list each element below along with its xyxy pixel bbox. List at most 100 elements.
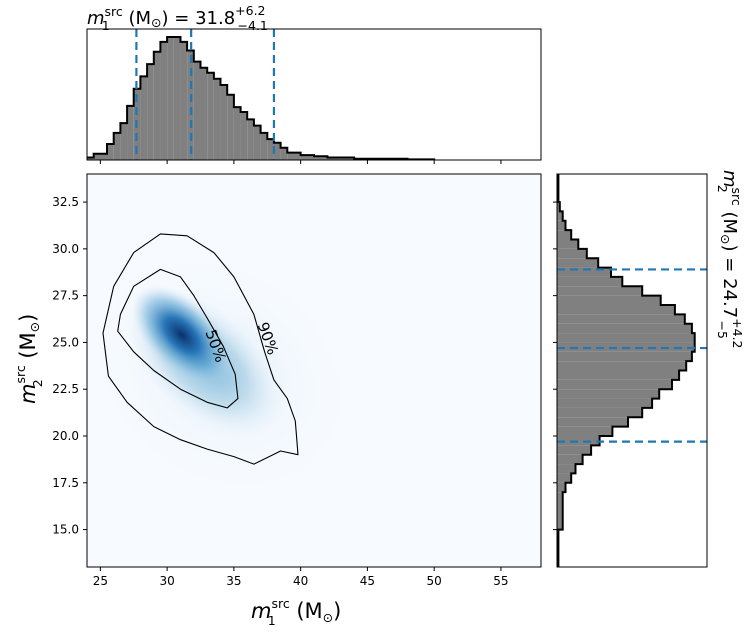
density-core [131,284,232,385]
marginal-x-quantile-lines [135,29,276,160]
marginal-y-bar [557,473,572,483]
marginal-y-bar [557,314,685,324]
x-tick-label: 50 [427,574,442,588]
marginal-x-bar [187,50,194,160]
y-tick-label: 20.0 [52,429,79,443]
joint-panel: 50% 90% 25 30 35 40 45 50 55 15.017.520.022.525… [52,173,542,588]
x-tick-label: 30 [159,574,174,588]
y-tick-label: 22.5 [52,382,79,396]
marginal-y-bar [557,417,628,427]
y-tick-label: 17.5 [52,476,79,490]
marginal-y-bar [557,305,675,315]
marginal-y-bar [557,379,673,390]
marginal-y-outline [557,174,696,567]
marginal-y-bar [557,202,560,212]
marginal-x-bar [207,72,214,160]
marginal-y-bar [557,370,680,380]
marginal-y-bar [557,464,576,474]
marginal-y-title: msrc2 (M⊙) = 24.7+4.2−5 [715,170,745,349]
marginal-x-outline [87,36,436,160]
contour-90pct [102,233,299,465]
contour-50pct [117,268,239,409]
marginal-y-bar [557,248,587,259]
marginal-y-bar [557,286,643,296]
marginal-y-bar [557,426,613,436]
marginal-x-bar [173,37,181,160]
y-tick-label: 25.0 [52,335,79,349]
marginal-x-bar [127,105,134,160]
marginal-x-frame [86,28,542,161]
marginal-y-bar [557,492,563,530]
marginal-y-bar [557,454,583,465]
marginal-x-bar [287,152,301,160]
joint-y-ticks: 15.0 17.5 20.0 22.5 25.0 27.5 30.0 32.5 [52,195,87,537]
marginal-x-bar [167,37,174,160]
y-tick-label: 27.5 [52,289,79,303]
marginal-x-bar [193,61,201,160]
density-heatmap [87,243,362,505]
x-tick-label: 45 [360,574,375,588]
marginal-y-bar [557,398,653,408]
marginal-x-bar [233,107,241,160]
marginal-x-bar [67,159,80,160]
marginal-x-bar [220,84,228,160]
marginal-x-bar [140,76,148,160]
marginal-x-bar [93,153,108,160]
marginal-x-bar [267,139,274,160]
marginal-y-bar [557,445,592,455]
x-axis-label: msrc 1 (M⊙) [251,596,341,628]
marginal-y-bar [557,276,623,287]
marginal-x-bar [247,119,254,160]
marginal-y-frame [556,173,708,568]
marginal-y-bar [557,323,692,334]
marginal-x-histogram [67,36,436,160]
marginal-y-bar [557,220,566,231]
marginal-y-bar [557,436,600,446]
marginal-y-histogram [557,174,696,567]
marginal-y-bar [557,333,695,343]
marginal-y-bar [557,230,572,240]
marginal-x-bar [260,132,268,160]
marginal-x-bar [253,125,261,160]
marginal-y-bar [557,267,611,277]
marginal-y-bar [557,258,599,268]
marginal-x-bar [327,157,341,160]
marginal-x-bar [160,41,168,160]
y-axis-label: msrc 2 (M⊙) [13,314,45,404]
marginal-x-bar [153,51,161,160]
marginal-y-bar [557,407,643,418]
marginal-x-bar [314,156,328,160]
marginal-x-bar [113,132,121,160]
marginal-y-bar [557,295,661,305]
x-tick-label: 40 [293,574,308,588]
y-tick-label: 30.0 [52,242,79,256]
marginal-x-bar [200,67,208,160]
x-tick-label: 35 [226,574,241,588]
marginal-x-bar [120,123,128,160]
marginal-x-bar [240,112,248,160]
marginal-x-bar [300,155,314,160]
marginal-y-quantile-lines [557,268,707,443]
x-tick-label: 25 [93,574,108,588]
marginal-x-bar [213,78,221,160]
marginal-x-bar [340,157,355,160]
marginal-y-bar [557,361,687,371]
marginal-x-bar [273,142,281,160]
y-tick-label: 32.5 [52,195,79,209]
marginal-y-ticks [553,201,557,531]
x-tick-label: 55 [493,574,508,588]
marginal-y-bar [557,239,579,249]
marginal-x-bar [180,41,188,160]
marginal-x-ticks [99,160,502,164]
credible-contours [102,233,299,465]
y-tick-label: 15.0 [52,523,79,537]
marginal-y-bar [557,482,566,493]
marginal-y-bar [557,351,692,362]
marginal-y-bar [557,389,660,399]
marginal-x-bar [280,147,288,160]
marginal-x-bar [147,64,154,160]
joint-panel-frame [86,173,542,568]
marginal-x-bar [227,94,234,160]
marginal-x-panel [67,28,542,164]
